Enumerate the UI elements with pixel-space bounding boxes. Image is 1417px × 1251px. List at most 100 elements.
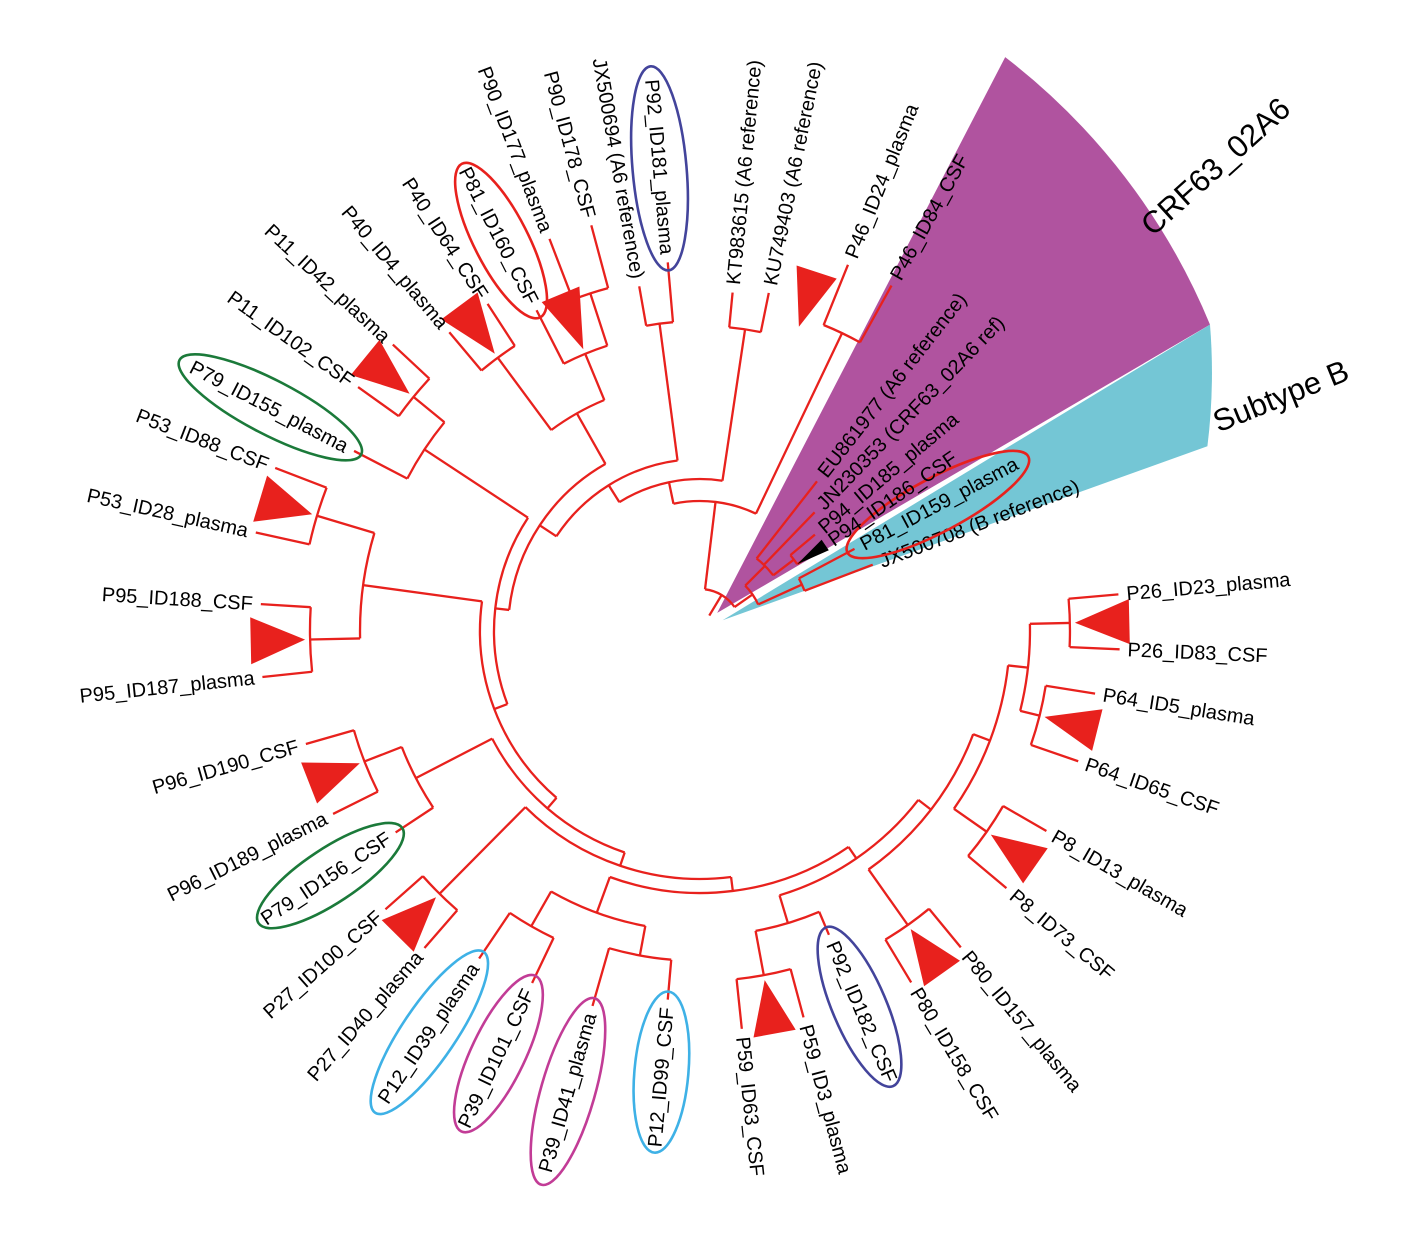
branch-line <box>729 876 734 892</box>
branch-line <box>535 309 565 365</box>
clade-arc <box>492 517 529 705</box>
branch-line <box>486 303 516 347</box>
branch-line <box>858 284 893 343</box>
branch-line <box>703 501 717 590</box>
branch-line <box>1007 664 1029 669</box>
branch-line <box>619 852 626 867</box>
clade-arc <box>478 601 558 799</box>
tip-group: KT983615 (A6 reference) <box>723 59 767 286</box>
branch-line <box>884 938 913 984</box>
branch-line <box>917 798 932 811</box>
collapsed-clade-triangle <box>350 339 410 394</box>
collapsed-clade-triangle <box>441 292 495 354</box>
sector-label-group: Subtype B <box>1208 353 1354 439</box>
collapsed-clade-triangle <box>381 897 436 952</box>
tip-group: P53_ID28_plasma <box>85 485 251 542</box>
tip-label: P26_ID23_plasma <box>1125 569 1292 605</box>
branch-line <box>638 286 648 326</box>
tip-label: P53_ID88_CSF <box>133 405 272 476</box>
branch-line <box>584 353 606 401</box>
tip-label: P64_ID5_plasma <box>1101 685 1257 731</box>
branch-line <box>591 947 611 1007</box>
branch-line <box>274 466 327 489</box>
tip-group: P95_ID188_CSF <box>101 584 253 615</box>
tip-label: P95_ID188_CSF <box>101 584 253 615</box>
branch-line <box>305 729 355 746</box>
branch-line <box>818 911 830 936</box>
branch-line <box>638 925 647 956</box>
branch-line <box>728 292 734 328</box>
tip-group: P12_ID99_CSF <box>632 990 691 1154</box>
collapsed-clade-triangle <box>253 475 313 522</box>
branch-line <box>548 238 574 300</box>
branch-line <box>423 909 459 949</box>
branch-line <box>733 593 754 608</box>
branch-line <box>260 602 311 609</box>
branch-line <box>972 733 991 742</box>
branch-line <box>755 480 818 560</box>
tip-group: P64_ID5_plasma <box>1101 685 1257 731</box>
sector-crf63-02a6 <box>717 57 1210 613</box>
tip-label: P64_ID65_CSF <box>1082 754 1222 820</box>
highlight-ellipse <box>255 821 406 930</box>
branch-line <box>495 607 510 612</box>
branch-line <box>332 790 379 815</box>
collapsed-clade-triangle <box>1044 709 1103 751</box>
branch-line <box>384 875 424 911</box>
branch-line <box>867 868 909 926</box>
tip-label: P26_ID83_CSF <box>1127 639 1268 667</box>
sector-subtype-b <box>722 324 1212 621</box>
collapsed-clade-triangle <box>797 539 829 565</box>
branch-line <box>438 806 527 895</box>
tip-group: P53_ID88_CSF <box>133 405 272 476</box>
branch-line <box>1019 709 1040 717</box>
branch-line <box>575 412 607 465</box>
collapsed-clade-triangle <box>753 980 796 1038</box>
branch-line <box>1068 593 1119 600</box>
tip-label: P92_ID181_plasma <box>640 79 677 257</box>
branch-line <box>772 558 795 577</box>
branch-line <box>666 262 675 323</box>
branch-line <box>789 533 816 557</box>
tip-group: P8_ID13_plasma <box>1048 826 1193 922</box>
collapsed-clade-triangle <box>1074 599 1130 645</box>
sector-label-group: CRF63_02A6 <box>1134 91 1297 243</box>
branch-line <box>530 890 553 927</box>
branch-line <box>595 876 611 914</box>
tip-group: P90_ID178_CSF <box>539 69 599 221</box>
collapsed-clade-triangle <box>796 265 837 327</box>
branch-line <box>735 978 743 1029</box>
tip-group: P95_ID187_plasma <box>79 667 257 707</box>
branch-line <box>1002 805 1047 832</box>
highlight-ellipse <box>816 925 903 1089</box>
branch-line <box>546 797 558 810</box>
branch-line <box>666 959 673 1000</box>
tip-group: P59_ID3_plasma <box>794 1022 855 1177</box>
branch-line <box>353 449 408 480</box>
tip-label: P53_ID28_plasma <box>85 485 251 542</box>
collapsed-clade-triangle <box>910 929 960 987</box>
branch-line <box>667 481 675 504</box>
branch-line <box>1030 743 1079 763</box>
branch-line <box>589 293 609 347</box>
branch-line <box>423 448 529 519</box>
sector-label: Subtype B <box>1208 353 1354 439</box>
branch-line <box>822 264 850 326</box>
branch-line <box>362 584 483 603</box>
branch-line <box>953 807 988 833</box>
collapsed-clade-triangle <box>301 762 360 804</box>
branch-line <box>1045 684 1096 695</box>
branch-line <box>310 637 361 641</box>
tip-label: P59_ID3_plasma <box>794 1022 855 1177</box>
branch-line <box>789 968 805 1018</box>
tip-group: P26_ID23_plasma <box>1125 569 1292 605</box>
root-branch <box>708 594 723 617</box>
highlight-ellipse <box>452 973 545 1134</box>
branch-line <box>754 930 765 976</box>
branch-line <box>778 894 790 924</box>
collapsed-clade-triangle <box>250 617 306 665</box>
branch-line <box>798 547 856 580</box>
tip-label: P12_ID99_CSF <box>644 1007 678 1148</box>
